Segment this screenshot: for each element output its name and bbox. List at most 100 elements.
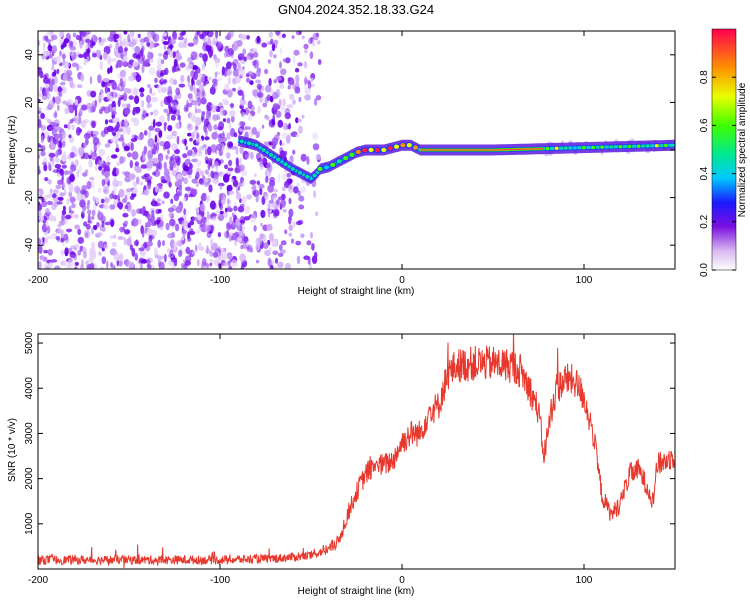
noise-dot: [127, 38, 131, 43]
noise-dot: [104, 177, 109, 183]
noise-dot: [119, 96, 124, 101]
noise-dot: [38, 110, 42, 115]
noise-dot: [277, 261, 284, 269]
noise-dot: [141, 45, 145, 52]
noise-dot: [168, 181, 172, 188]
noise-dot: [287, 184, 295, 194]
noise-dot: [92, 134, 97, 140]
noise-dot: [227, 89, 233, 98]
noise-dot: [123, 31, 128, 35]
noise-dot: [227, 198, 230, 205]
x-tick-label: 0: [399, 275, 405, 286]
noise-dot: [185, 146, 188, 151]
noise-dot: [60, 219, 66, 226]
noise-dot: [43, 237, 48, 244]
noise-dot: [269, 264, 274, 269]
noise-dot: [143, 241, 148, 249]
noise-dot: [284, 262, 291, 269]
noise-dot: [201, 111, 206, 116]
noise-dot: [266, 161, 272, 171]
noise-dot: [195, 229, 201, 234]
noise-dot: [196, 137, 203, 143]
noise-dot: [67, 121, 71, 131]
noise-dot: [82, 172, 88, 177]
noise-dot: [139, 181, 143, 186]
noise-dot: [132, 61, 139, 67]
noise-dot: [267, 184, 274, 193]
noise-dot: [58, 91, 63, 98]
noise-dot: [264, 68, 269, 75]
noise-dot: [295, 74, 300, 83]
noise-dot: [155, 150, 159, 154]
noise-dot: [210, 144, 217, 153]
noise-dot: [113, 194, 118, 200]
noise-dot: [260, 222, 263, 227]
noise-dot: [266, 94, 271, 101]
ridge-blob: [380, 146, 388, 153]
noise-dot: [70, 164, 77, 172]
noise-dot: [212, 171, 219, 180]
noise-dot: [86, 264, 92, 269]
noise-dot: [71, 196, 74, 205]
noise-dot: [48, 53, 53, 59]
noise-dot: [256, 67, 261, 73]
noise-dot: [157, 84, 163, 94]
noise-dot: [295, 31, 302, 36]
noise-dot: [223, 68, 228, 78]
noise-dot: [78, 54, 84, 58]
noise-dot: [227, 76, 231, 85]
noise-dot: [301, 114, 305, 119]
noise-dot: [215, 31, 219, 39]
noise-dot: [313, 98, 318, 106]
noise-dot: [126, 237, 132, 247]
noise-dot: [167, 149, 170, 155]
noise-dot: [262, 102, 268, 108]
noise-dot: [41, 197, 45, 203]
noise-dot: [99, 60, 104, 70]
noise-dot: [66, 98, 73, 106]
noise-dot: [100, 198, 105, 204]
noise-dot: [269, 49, 273, 58]
noise-dot: [226, 253, 233, 260]
noise-dot: [173, 242, 177, 250]
noise-dot: [217, 232, 222, 238]
noise-dot: [163, 86, 167, 94]
noise-dot: [157, 254, 162, 263]
noise-dot: [164, 67, 169, 76]
noise-dot: [97, 187, 102, 194]
noise-dot: [146, 102, 152, 109]
noise-dot: [129, 244, 133, 251]
noise-dot: [45, 39, 52, 43]
noise-dot: [211, 42, 214, 48]
noise-dot: [176, 135, 180, 145]
noise-dot: [63, 188, 67, 196]
ridge-blob: [342, 155, 350, 162]
noise-dot: [206, 210, 210, 220]
noise-dot: [68, 134, 72, 139]
ridge-blob: [289, 166, 296, 172]
noise-dot: [66, 198, 70, 205]
noise-dot: [157, 161, 161, 170]
noise-dot: [104, 197, 110, 203]
noise-dot: [103, 170, 110, 178]
noise-dot: [253, 189, 260, 198]
noise-dot: [292, 220, 296, 229]
noise-dot: [279, 82, 285, 90]
y-tick-label: -20: [24, 190, 35, 205]
noise-dot: [117, 46, 124, 54]
noise-dot: [250, 214, 256, 224]
noise-dot: [146, 228, 154, 237]
ridge-blob: [572, 145, 578, 151]
noise-dot: [279, 47, 283, 55]
noise-dot: [98, 148, 106, 157]
noise-dot: [50, 259, 58, 263]
noise-dot: [76, 63, 80, 72]
noise-dot: [245, 77, 251, 83]
noise-dot: [239, 157, 242, 167]
noise-dot: [304, 76, 308, 85]
noise-dot: [119, 253, 124, 261]
noise-dot: [207, 265, 212, 269]
noise-dot: [197, 72, 203, 79]
noise-dot: [81, 185, 88, 191]
